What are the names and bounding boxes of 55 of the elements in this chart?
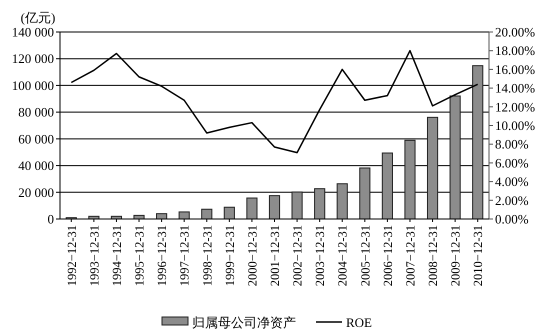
y-tick-label: 100 000 [12,78,54,93]
x-tick-label: 2001−12-31 [268,225,282,286]
bar [178,211,190,220]
y-tick-label: 40 000 [18,158,54,174]
y2-tick-label: 20.00% [495,24,536,40]
x-tick-label: 1994−12-31 [110,225,124,286]
x-tick-label: 2008−12-31 [426,225,440,286]
x-tick-label: 2004−12-31 [336,225,350,286]
legend-label: 归属母公司净资产 [192,315,296,330]
x-tick-label: 1999−12-31 [222,225,237,286]
y2-tick-label: 18.00% [495,43,536,58]
bar [292,192,303,220]
bar [472,65,484,220]
x-tick-label: 1997−12-31 [178,225,192,286]
x-tick-label: 2010−12-31 [471,225,486,286]
bar [224,206,235,220]
x-tick-label: 1993−12-31 [87,225,102,286]
bar [268,195,280,220]
y-tick-label: 60 000 [18,131,54,146]
y2-tick-label: 6.00% [495,155,529,170]
y-tick-label: 0 [48,212,54,226]
x-tick-label: 1996−12-31 [155,225,170,286]
x-tick-label: 2005−12-31 [358,225,372,286]
y2-tick-label: 8.00% [495,136,529,152]
x-tick-label: 2003−12-31 [313,225,328,286]
y-axis-title: (亿元) [20,10,56,25]
x-tick-label: 2009−12-31 [448,225,463,286]
y-tick-label: 20 000 [18,184,54,200]
x-tick-label: 2006−12-31 [380,225,395,286]
y2-tick-label: 0.00% [495,212,529,226]
y-tick-label: 140 000 [12,24,54,40]
y2-tick-label: 4.00% [495,174,529,190]
x-tick-label: 1998−12-31 [200,225,214,286]
y-tick-label: 80 000 [18,104,54,120]
y-tick-label: 120 000 [12,51,54,66]
y2-tick-label: 10.00% [495,118,536,133]
y2-tick-label: 16.00% [495,62,536,77]
x-tick-label: 2002−12-31 [290,225,305,286]
y2-tick-label: 2.00% [495,192,529,208]
bar [382,152,393,220]
y2-tick-label: 14.00% [495,80,536,96]
x-tick-label: 1995−12-31 [132,225,147,286]
legend-label: ROE [346,315,372,330]
y2-tick-label: 12.00% [495,99,536,114]
bar [359,167,370,220]
bar [314,188,326,220]
bar [404,140,416,220]
bar [450,95,461,220]
x-tick-label: 2000−12-31 [245,225,260,286]
bar [246,198,258,220]
bar [426,116,438,220]
x-tick-label: 2007−12-31 [403,225,418,286]
bar [336,183,348,220]
x-tick-label: 1992−12-31 [64,225,79,286]
bar [201,208,212,220]
